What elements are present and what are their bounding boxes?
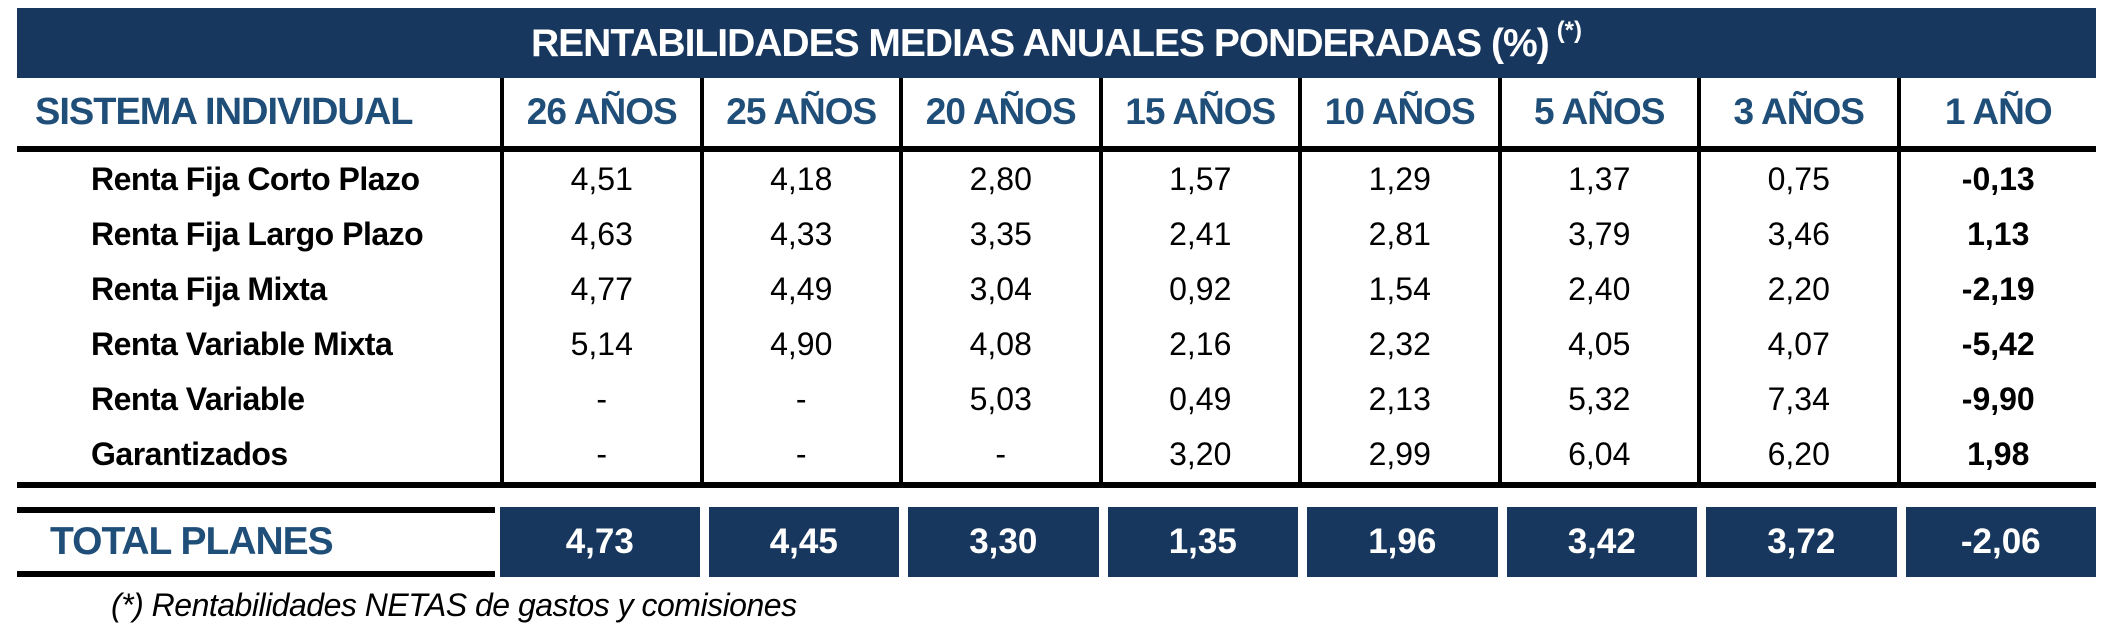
value-cell: -2,19	[1896, 262, 2097, 317]
value-cell: 4,90	[699, 317, 900, 372]
row-label: Renta Variable	[91, 381, 305, 417]
total-value-cell: 1,35	[1107, 507, 1298, 577]
value-cell: 3,35	[899, 207, 1099, 262]
column-header-15-anos: 15 AÑOS	[1098, 78, 1299, 146]
value-cell: 0,92	[1098, 262, 1299, 317]
column-header-26-anos: 26 AÑOS	[500, 78, 700, 146]
data-grid: Renta Fija Corto Plazo 4,51 4,18 2,80 1,…	[17, 152, 2096, 488]
value-cell: -	[500, 427, 700, 482]
value-cell: -	[699, 372, 900, 427]
value-cell: 1,54	[1298, 262, 1498, 317]
row-label: Renta Variable Mixta	[91, 326, 393, 362]
total-row: TOTAL PLANES 4,73 4,45 3,30 1,35 1,96 3,…	[17, 507, 2096, 577]
column-header-5-anos: 5 AÑOS	[1497, 78, 1698, 146]
value-cell: 4,63	[500, 207, 700, 262]
value-cell: 1,98	[1896, 427, 2097, 482]
footnote: (*) Rentabilidades NETAS de gastos y com…	[111, 587, 797, 623]
footnote-marker: (*)	[1556, 16, 1583, 44]
value-cell: 4,49	[699, 262, 900, 317]
total-value-cell: -2,06	[1905, 507, 2096, 577]
row-label: Renta Fija Largo Plazo	[91, 216, 424, 252]
value-cell: 2,80	[899, 152, 1099, 207]
column-header-20-anos: 20 AÑOS	[899, 78, 1099, 146]
value-cell: 4,51	[500, 152, 700, 207]
value-cell: 4,77	[500, 262, 700, 317]
value-cell: 1,37	[1497, 152, 1698, 207]
value-cell: 2,99	[1298, 427, 1498, 482]
corner-header: SISTEMA INDIVIDUAL	[35, 90, 414, 133]
value-cell: -9,90	[1896, 372, 2097, 427]
value-cell: 0,49	[1098, 372, 1299, 427]
value-cell: -5,42	[1896, 317, 2097, 372]
value-cell: 7,34	[1697, 372, 1897, 427]
value-cell: 5,14	[500, 317, 700, 372]
value-cell: 1,13	[1896, 207, 2097, 262]
value-cell: 6,04	[1497, 427, 1698, 482]
total-value-cell: 1,96	[1307, 507, 1498, 577]
value-cell: -0,13	[1896, 152, 2097, 207]
total-label: TOTAL PLANES	[17, 507, 495, 577]
total-value-cell: 3,42	[1506, 507, 1697, 577]
value-cell: 2,81	[1298, 207, 1498, 262]
value-cell: 2,13	[1298, 372, 1498, 427]
row-label: Renta Fija Mixta	[91, 271, 327, 307]
total-value-cell: 3,72	[1706, 507, 1897, 577]
value-cell: 2,20	[1697, 262, 1897, 317]
value-cell: 0,75	[1697, 152, 1897, 207]
value-cell: -	[500, 372, 700, 427]
total-value-cell: 4,73	[500, 507, 700, 577]
value-cell: 1,29	[1298, 152, 1498, 207]
page-title: RENTABILIDADES MEDIAS ANUALES PONDERADAS…	[530, 17, 1582, 66]
value-cell: 6,20	[1697, 427, 1897, 482]
value-cell: 5,32	[1497, 372, 1698, 427]
row-label: Garantizados	[91, 436, 288, 472]
value-cell: 2,16	[1098, 317, 1299, 372]
value-cell: 3,46	[1697, 207, 1897, 262]
value-cell: 1,57	[1098, 152, 1299, 207]
value-cell: 3,79	[1497, 207, 1698, 262]
value-cell: 2,40	[1497, 262, 1698, 317]
value-cell: 2,32	[1298, 317, 1498, 372]
value-cell: 4,05	[1497, 317, 1698, 372]
value-cell: 5,03	[899, 372, 1099, 427]
column-header-1-ano: 1 AÑO	[1896, 78, 2097, 146]
column-header-10-anos: 10 AÑOS	[1298, 78, 1498, 146]
value-cell: 4,33	[699, 207, 900, 262]
row-label: Renta Fija Corto Plazo	[91, 161, 420, 197]
total-value-cell: 3,30	[908, 507, 1099, 577]
value-cell: -	[699, 427, 900, 482]
value-cell: 4,18	[699, 152, 900, 207]
value-cell: -	[899, 427, 1099, 482]
table-title-bar: RENTABILIDADES MEDIAS ANUALES PONDERADAS…	[17, 8, 2096, 78]
value-cell: 2,41	[1098, 207, 1299, 262]
value-cell: 4,08	[899, 317, 1099, 372]
column-header-row: SISTEMA INDIVIDUAL 26 AÑOS 25 AÑOS 20 AÑ…	[17, 78, 2096, 152]
value-cell: 4,07	[1697, 317, 1897, 372]
value-cell: 3,04	[899, 262, 1099, 317]
value-cell: 3,20	[1098, 427, 1299, 482]
column-header-3-anos: 3 AÑOS	[1697, 78, 1897, 146]
page-title-text: RENTABILIDADES MEDIAS ANUALES PONDERADAS…	[530, 21, 1550, 65]
column-header-25-anos: 25 AÑOS	[699, 78, 900, 146]
total-value-cell: 4,45	[708, 507, 899, 577]
